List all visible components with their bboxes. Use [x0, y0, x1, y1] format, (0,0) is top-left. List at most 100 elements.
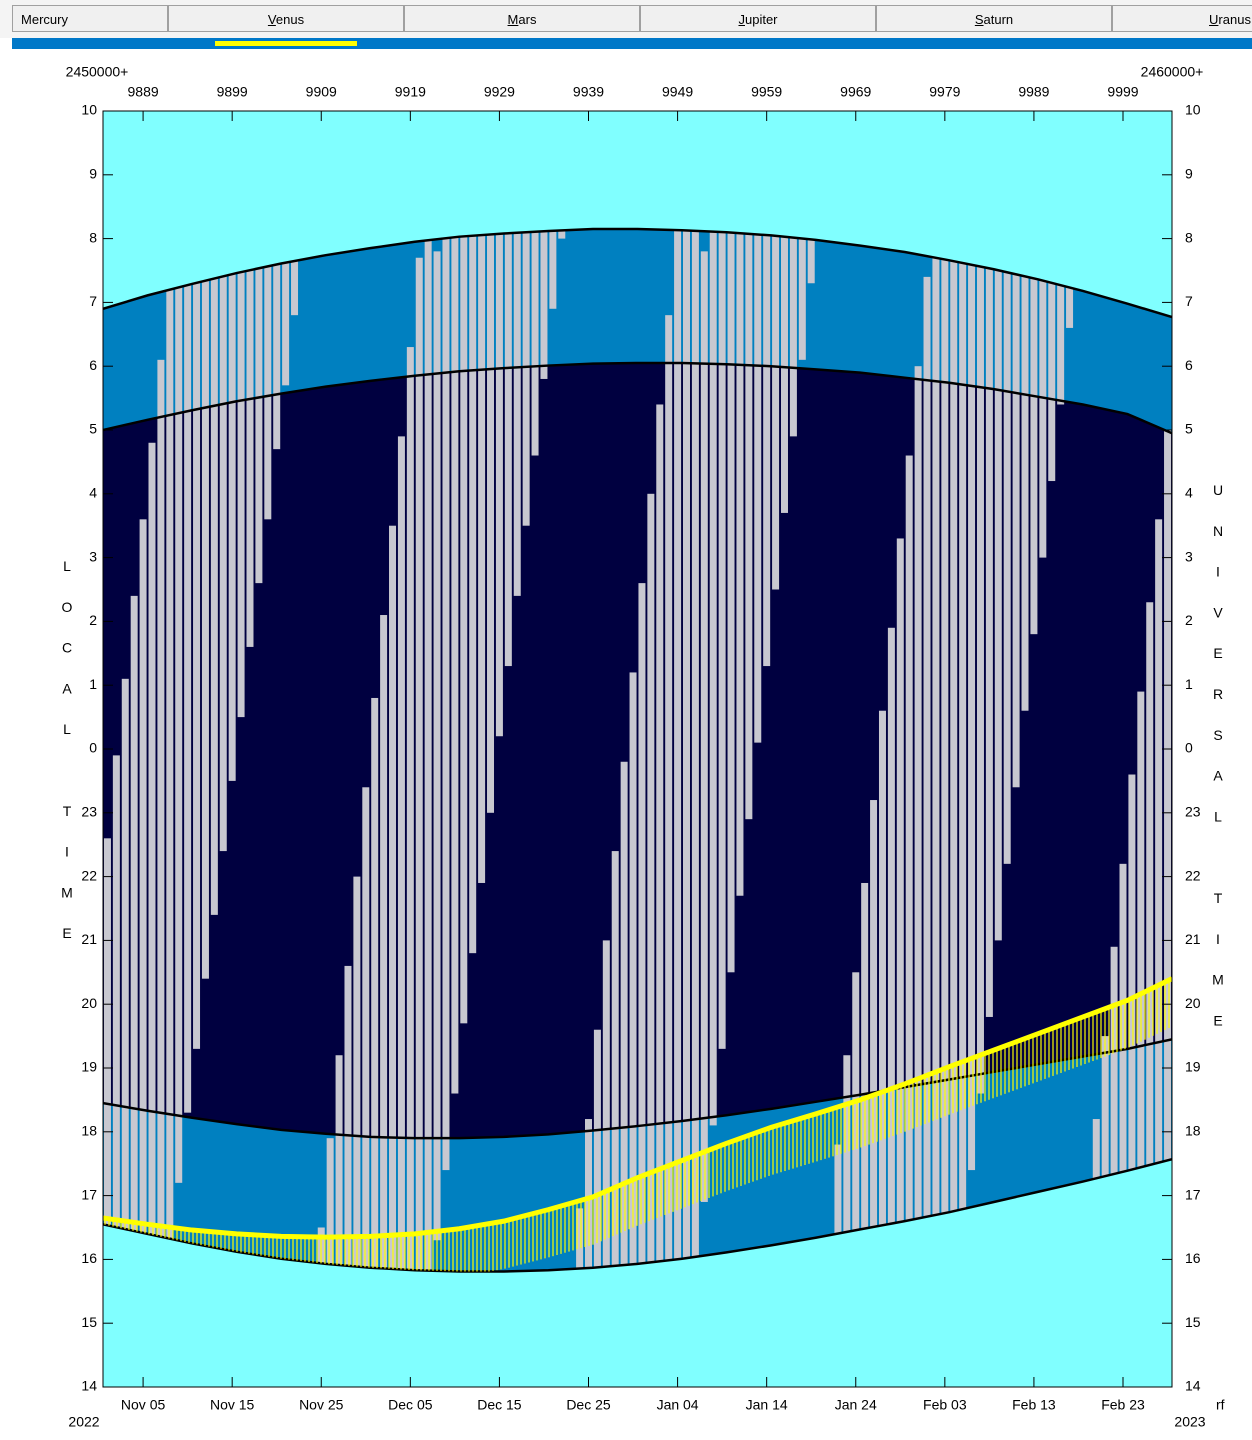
moon-bar	[282, 262, 290, 386]
y-tick-label: 3	[89, 548, 97, 564]
y2-tick-label: 21	[1185, 931, 1201, 947]
moon-bar	[1048, 282, 1056, 482]
moon-bar	[1039, 280, 1047, 558]
x-tick-label: Nov 05	[121, 1397, 166, 1413]
moon-bar	[914, 366, 922, 1219]
moon-bar	[130, 595, 138, 1232]
moon-bar	[148, 442, 156, 1235]
tab[interactable]: Mercury	[12, 5, 168, 32]
moon-bar	[540, 231, 548, 379]
moon-bar	[994, 270, 1002, 941]
moon-bar	[959, 262, 967, 1210]
moon-bar	[896, 538, 904, 1222]
y-tick-label: 22	[81, 867, 97, 883]
y2-tick-label: 19	[1185, 1059, 1201, 1075]
y2-tick-label: 17	[1185, 1186, 1201, 1202]
moon-bar	[264, 266, 272, 520]
x-tick-label: Feb 03	[923, 1397, 967, 1413]
selected-indicator	[215, 41, 357, 46]
moon-bar	[531, 231, 539, 456]
moon-bar	[923, 276, 931, 1217]
x2-tick-label: 9999	[1107, 84, 1138, 100]
x2-tick-label: 9979	[929, 84, 960, 100]
y2-tick-label: 18	[1185, 1123, 1201, 1139]
moon-bar	[870, 800, 878, 1227]
planet-line	[103, 976, 1172, 1240]
moon-bar	[1101, 1036, 1109, 1177]
moon-bar	[380, 615, 388, 1269]
moon-bar	[184, 285, 192, 1113]
moon-bar	[219, 276, 227, 852]
moon-bar	[273, 264, 281, 450]
moon-bar	[326, 1138, 334, 1265]
moon-bar	[674, 230, 682, 1260]
moon-bar	[834, 1144, 842, 1234]
x2-tick-label: 9959	[751, 84, 782, 100]
moon-bar	[201, 280, 209, 979]
moon-bar	[585, 1119, 593, 1268]
twilight-line	[103, 1158, 1172, 1273]
moon-bar	[1003, 272, 1011, 864]
moon-bar	[389, 525, 397, 1269]
moon-bar	[353, 876, 361, 1267]
y2-tick-label: 14	[1185, 1378, 1201, 1394]
moon-bar	[433, 251, 441, 1241]
y2-tick-label: 9	[1185, 166, 1193, 182]
x2-tick-label: 9899	[217, 84, 248, 100]
twilight-line	[103, 1038, 1172, 1140]
moon-bar	[1137, 691, 1145, 1168]
y-tick-label: 5	[89, 421, 97, 437]
moon-bar	[611, 851, 619, 1266]
moon-bar	[780, 236, 788, 513]
tab-strip	[12, 38, 1252, 49]
moon-bar	[1128, 774, 1136, 1170]
y-tick-label: 10	[81, 102, 97, 118]
y2-tick-label: 2	[1185, 612, 1193, 628]
moon-bar	[469, 235, 477, 954]
moon-bar	[193, 282, 201, 1049]
tab[interactable]: Venus	[168, 5, 404, 32]
year-label: 2023	[1174, 1414, 1205, 1430]
moon-bar	[495, 233, 503, 737]
moon-bar	[843, 1055, 851, 1232]
y-tick-label: 18	[81, 1123, 97, 1139]
y-tick-label: 21	[81, 931, 97, 947]
moon-bar	[647, 493, 655, 1263]
moon-bar	[175, 287, 183, 1183]
x-tick-label: Jan 14	[746, 1397, 788, 1413]
tab[interactable]: Jupiter	[640, 5, 876, 32]
moon-bar	[727, 232, 735, 973]
x-tick-label: Dec 05	[388, 1397, 433, 1413]
x2-tick-label: 9969	[840, 84, 871, 100]
y2-tick-label: 8	[1185, 229, 1193, 245]
x-tick-label: Feb 23	[1101, 1397, 1145, 1413]
moon-bar	[932, 257, 940, 1215]
x-tick-label: Dec 15	[477, 1397, 522, 1413]
jd-prefix: 2460000+	[1141, 64, 1204, 80]
y-axis-label: LOCAL TIME	[59, 558, 75, 966]
tab[interactable]: Saturn	[876, 5, 1112, 32]
twilight-line	[103, 227, 1172, 319]
moon-bar	[772, 235, 780, 590]
moon-bar	[807, 239, 815, 284]
moon-bar	[424, 240, 432, 1271]
jd-prefix: 2450000+	[66, 64, 129, 80]
moon-bar	[451, 237, 459, 1094]
x2-tick-label: 9909	[306, 84, 337, 100]
moon-bar	[415, 257, 423, 1271]
tab[interactable]: Mars	[404, 5, 640, 32]
y2-tick-label: 1	[1185, 676, 1193, 692]
tab[interactable]: Uranus	[1112, 5, 1252, 32]
moon-bar	[1030, 278, 1038, 635]
x-tick-label: Nov 15	[210, 1397, 255, 1413]
moon-bar	[210, 278, 218, 915]
moon-bar	[718, 232, 726, 1049]
y2-tick-label: 20	[1185, 995, 1201, 1011]
y2-tick-label: 0	[1185, 740, 1193, 756]
moon-bar	[157, 359, 165, 1237]
x2-tick-label: 9949	[662, 84, 693, 100]
moon-bar	[1021, 276, 1029, 711]
moon-bar	[1110, 946, 1118, 1174]
moon-bar	[1066, 287, 1074, 328]
